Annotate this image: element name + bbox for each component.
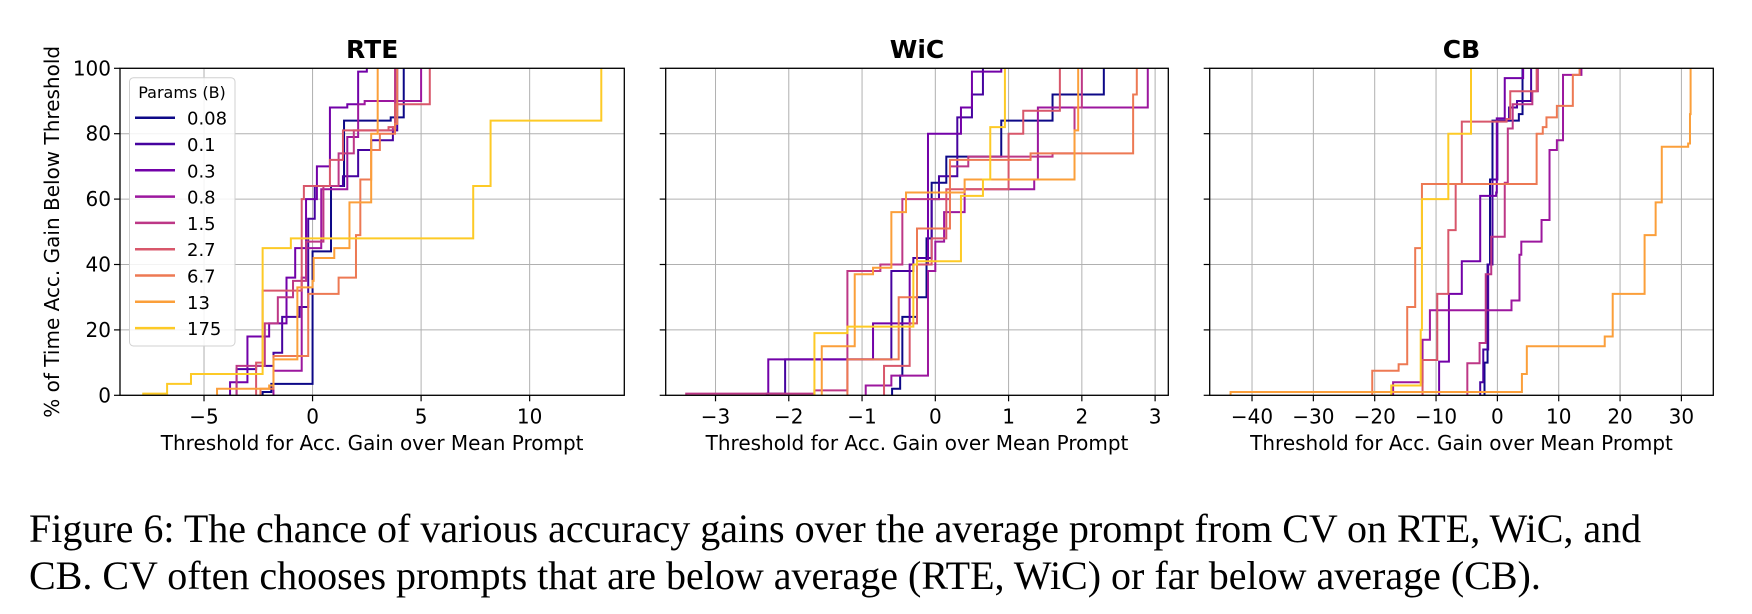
x-tick-label: −10 <box>1415 404 1457 428</box>
series-line-1-5b <box>235 68 397 396</box>
legend-title: Params (B) <box>138 83 226 102</box>
x-tick-label: −40 <box>1231 404 1273 428</box>
panel-wic: −3 −2 −1 0 1 2 3 WiC Threshold for Acc. Gain ove… <box>659 35 1169 455</box>
y-tick-label: 0 <box>98 383 111 407</box>
x-tick-label: −30 <box>1292 404 1334 428</box>
x-tick-label: 2 <box>1075 404 1088 428</box>
series-line-0-8b <box>864 68 1149 396</box>
panel-title: CB <box>1443 35 1480 64</box>
legend: Params (B) 0.08 0.1 0.3 0.8 1.5 2.7 6.7 13 175 <box>129 77 236 347</box>
x-tick-label: 10 <box>517 404 542 428</box>
series-line-6-7b <box>846 68 1138 396</box>
series-line-6-7b <box>1371 68 1581 396</box>
x-tick-label: 5 <box>415 404 428 428</box>
y-tick-label: 100 <box>73 56 111 80</box>
axes-frame <box>119 67 625 396</box>
series-line-0-1b <box>765 68 984 396</box>
x-tick-label: 30 <box>1669 404 1694 428</box>
axes-frame <box>665 67 1169 396</box>
series-line-175b <box>813 68 1006 396</box>
x-axis-label: Threshold for Acc. Gain over Mean Prompt <box>160 431 584 455</box>
y-tick-label: 80 <box>86 122 111 146</box>
caption-line-1: Figure 6: The chance of various accuracy… <box>29 506 1642 551</box>
legend-label: 0.8 <box>187 188 216 209</box>
x-tick-label: −5 <box>189 404 218 428</box>
series-line-0-08b <box>891 68 1105 396</box>
legend-label: 2.7 <box>187 240 216 261</box>
x-tick-label: 0 <box>929 404 942 428</box>
legend-label: 0.08 <box>187 109 227 130</box>
x-tick-label: −1 <box>847 404 876 428</box>
y-tick-label: 40 <box>86 253 111 277</box>
x-tick-label: −20 <box>1354 404 1396 428</box>
x-tick-label: 0 <box>306 404 319 428</box>
series-line-2-7b <box>883 68 1061 396</box>
panel-cb: −40 −30 −20 −10 0 10 20 30 CB Threshold for Acc. … <box>1203 35 1714 455</box>
x-tick-label: −2 <box>774 404 803 428</box>
legend-label: 13 <box>187 293 210 314</box>
x-tick-label: 0 <box>1491 404 1504 428</box>
x-tick-label: 3 <box>1149 404 1162 428</box>
legend-label: 0.1 <box>187 135 216 156</box>
x-tick-label: −3 <box>701 404 730 428</box>
x-axis-label: Threshold for Acc. Gain over Mean Prompt <box>1249 431 1673 455</box>
y-tick-label: 20 <box>86 318 111 342</box>
series-line-0-8b <box>272 68 423 396</box>
series-line-1-5b <box>1466 68 1539 396</box>
x-tick-label: 10 <box>1546 404 1571 428</box>
x-axis-label: Threshold for Acc. Gain over Mean Prompt <box>705 431 1129 455</box>
series-line-13b <box>820 68 1080 396</box>
x-tick-label: 20 <box>1607 404 1632 428</box>
legend-label: 175 <box>187 319 221 340</box>
series-line-0-08b <box>1483 68 1524 396</box>
caption-line-2: CB. CV often chooses prompts that are be… <box>29 553 1541 598</box>
series-line-6-7b <box>259 68 399 396</box>
series-line-0-1b <box>235 68 399 396</box>
legend-label: 6.7 <box>187 267 216 288</box>
series-line-13b <box>1229 68 1692 396</box>
series-line-175b <box>142 68 603 396</box>
series-line-0-3b <box>1438 68 1525 396</box>
panel-title: RTE <box>346 35 398 64</box>
series-line-13b <box>216 68 379 396</box>
y-axis-label: % of Time Acc. Gain Below Threshold <box>40 46 64 418</box>
legend-label: 0.3 <box>187 161 216 182</box>
series-line-0-8b <box>1392 68 1583 396</box>
axes-frame <box>1209 67 1714 396</box>
series-line-0-08b <box>261 68 405 396</box>
series-line-175b <box>1390 68 1473 396</box>
x-tick-label: 1 <box>1002 404 1015 428</box>
legend-label: 1.5 <box>187 214 216 235</box>
figure-caption: Figure 6: The chance of various accuracy… <box>29 505 1734 599</box>
series-line-0-3b <box>229 68 368 396</box>
panel-title: WiC <box>890 35 945 64</box>
y-tick-label: 60 <box>86 187 111 211</box>
